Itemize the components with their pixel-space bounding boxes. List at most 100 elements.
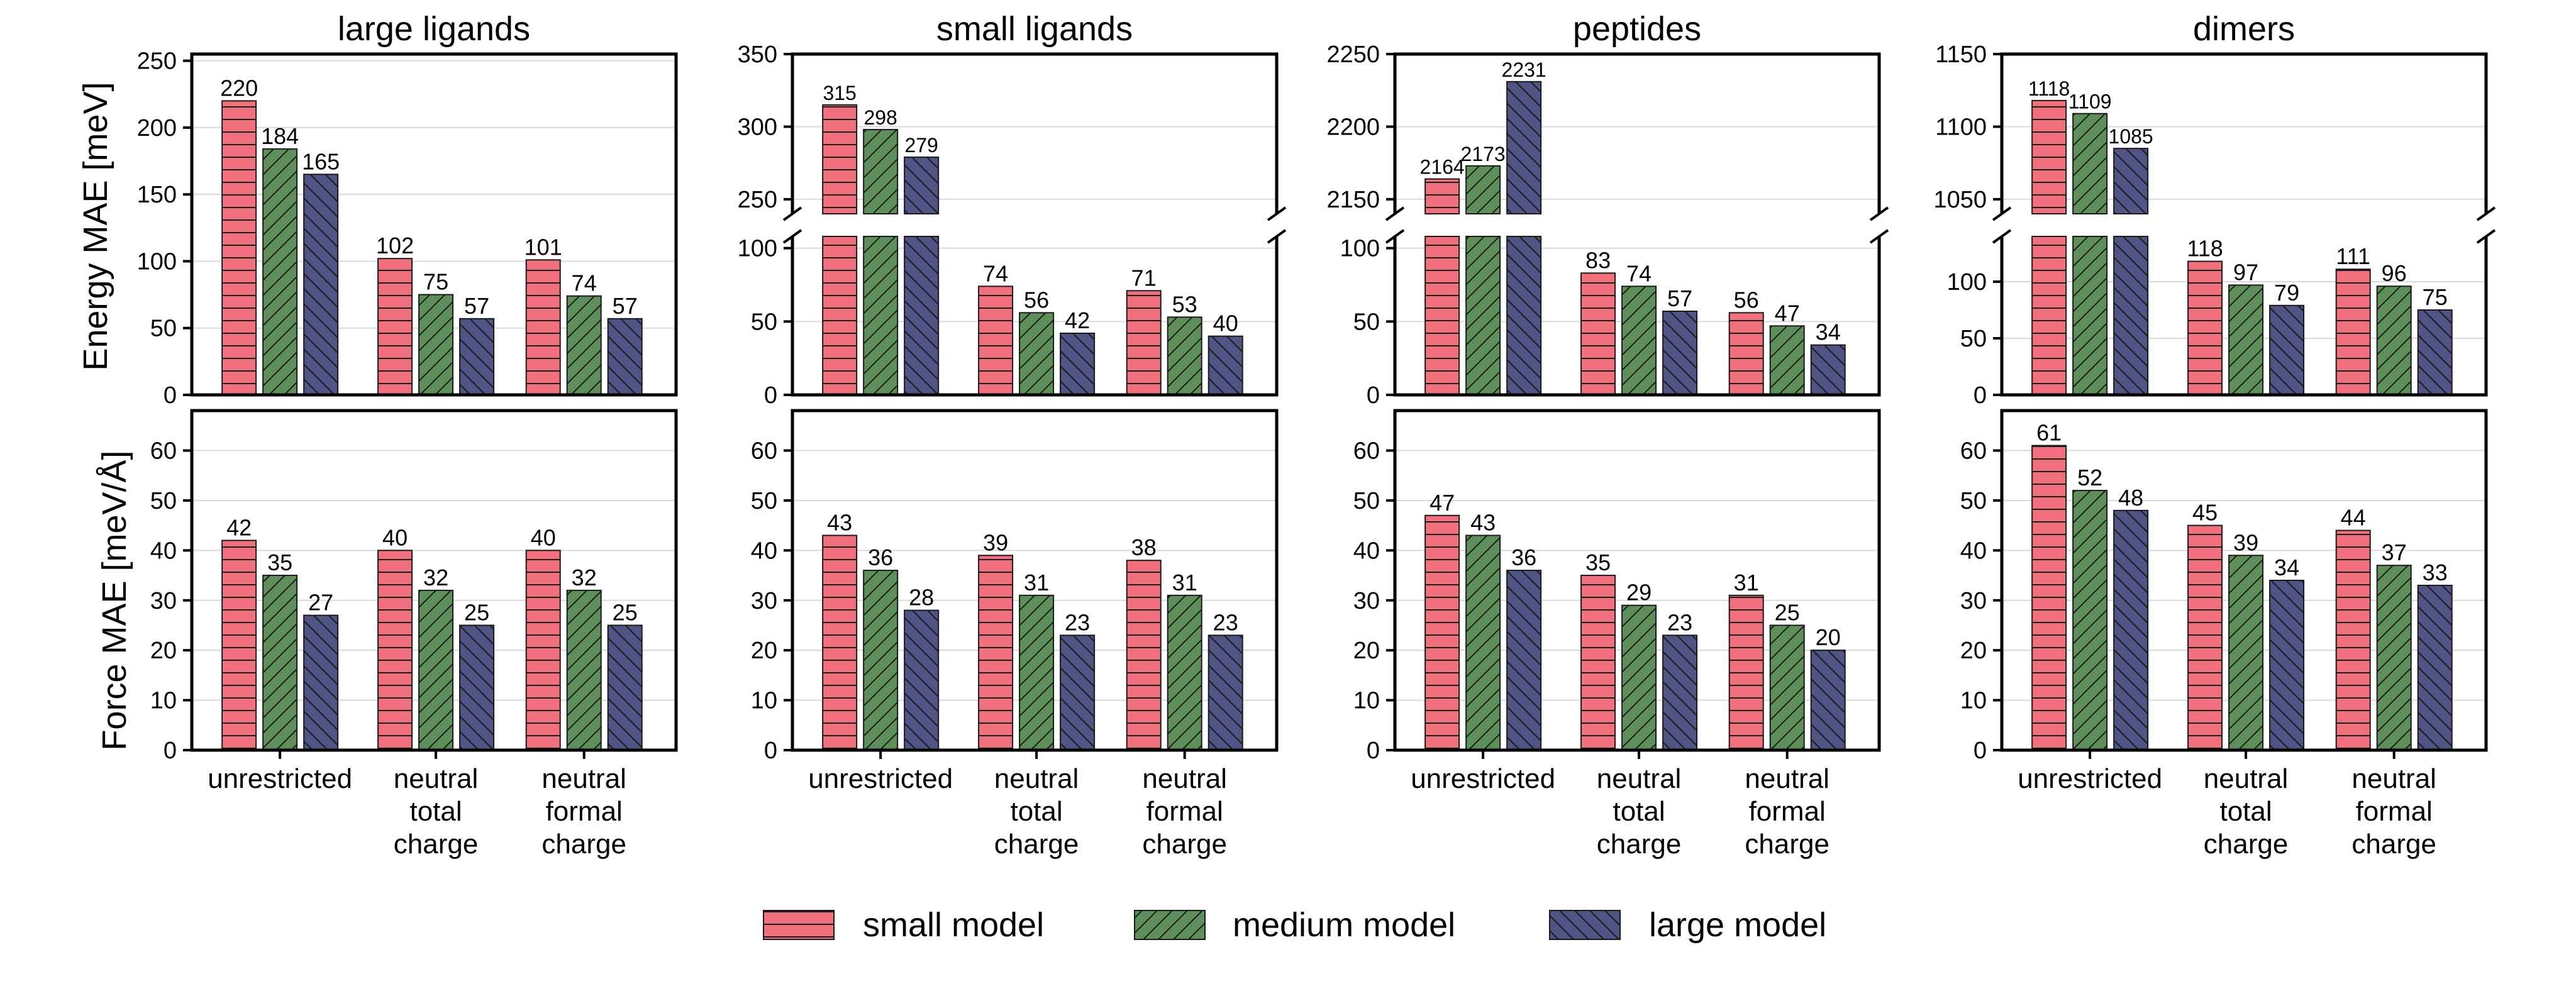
energy-lower-tick-label: 100 xyxy=(738,236,777,262)
force-tick-label: 30 xyxy=(150,588,177,614)
force-tick-label: 60 xyxy=(1960,438,1987,465)
energy-upper-tick-label: 2200 xyxy=(1326,114,1380,140)
legend-swatch-large xyxy=(1549,910,1621,940)
x-category-label: formal xyxy=(1749,796,1826,827)
energy-lower-bar-medium xyxy=(863,236,899,396)
force-tick-label: 60 xyxy=(751,438,777,465)
energy-y-axis-label: Energy MAE [meV] xyxy=(77,82,114,370)
force-tick-label: 10 xyxy=(751,688,777,714)
energy-lower-value-label: 97 xyxy=(2233,259,2258,285)
energy-lower-bar-medium xyxy=(2228,284,2264,396)
energy-lower-bar-medium xyxy=(2376,285,2412,396)
x-category-label: charge xyxy=(1745,829,1829,860)
energy-lower-bar-medium xyxy=(2072,236,2108,396)
force-bar-medium xyxy=(2072,490,2108,751)
energy-lower-bar-medium xyxy=(1769,325,1805,396)
energy-upper-bar-medium xyxy=(863,129,899,214)
energy-value-label: 75 xyxy=(423,269,448,295)
force-bar-large xyxy=(459,624,495,751)
force-subplot: 0 10 20 30 40 50 60 47 35 31 43 29 25 36 23 20 unrestric… xyxy=(1353,409,1881,860)
force-tick-label: 10 xyxy=(150,688,177,714)
force-value-label: 39 xyxy=(2233,529,2258,555)
energy-lower-frame xyxy=(791,236,1279,397)
axis-break-mark xyxy=(782,229,802,244)
force-axes-frame xyxy=(1393,409,1881,752)
energy-upper-tick-label: 2150 xyxy=(1326,187,1380,213)
axis-break-mark xyxy=(782,206,802,221)
axis-break-mark xyxy=(2476,229,2496,244)
energy-value-label: 101 xyxy=(525,234,562,260)
energy-tick-label: 200 xyxy=(137,115,177,141)
energy-upper-tick-label: 250 xyxy=(738,187,777,213)
energy-upper-tick-label: 350 xyxy=(738,42,777,68)
energy-lower-bar-large xyxy=(904,236,940,396)
force-value-label: 25 xyxy=(613,599,638,625)
energy-upper-tick-label: 2250 xyxy=(1326,42,1380,68)
axis-break-mark xyxy=(1267,229,1287,244)
energy-value-label: 74 xyxy=(572,270,597,296)
force-bar-small xyxy=(822,534,858,751)
force-value-label: 35 xyxy=(267,550,292,575)
axis-break-mark xyxy=(1992,206,2012,221)
force-value-label: 40 xyxy=(382,524,408,550)
energy-tick-label: 100 xyxy=(137,248,177,275)
energy-lower-value-label: 96 xyxy=(2382,260,2407,286)
force-tick-label: 40 xyxy=(1353,538,1380,564)
x-category-label: unrestricted xyxy=(1411,763,1555,794)
x-category-label: neutral xyxy=(2351,763,2436,794)
force-bar-small xyxy=(1728,594,1764,751)
energy-bar-large xyxy=(459,318,495,396)
force-bar-large xyxy=(2417,584,2453,751)
force-axes-frame xyxy=(2000,409,2488,752)
x-category-label: charge xyxy=(1142,829,1227,860)
force-value-label: 27 xyxy=(308,590,333,616)
energy-upper-bar-medium xyxy=(2072,113,2108,214)
force-tick-label: 20 xyxy=(1353,638,1380,664)
energy-subplot: 0 50 100 150 200 250 220 102 101 184 75 74 165 57 57 xyxy=(137,48,678,409)
force-bar-medium xyxy=(1769,624,1805,751)
x-category-label: formal xyxy=(1146,796,1223,827)
energy-upper-frame xyxy=(1393,52,1881,214)
force-tick-label: 40 xyxy=(150,538,177,564)
force-tick-label: 60 xyxy=(1353,438,1380,465)
energy-lower-value-label: 75 xyxy=(2423,284,2448,310)
energy-bar-medium xyxy=(566,295,602,396)
force-tick-label: 0 xyxy=(1974,738,1987,764)
x-category-label: charge xyxy=(394,829,479,860)
axis-break-mark xyxy=(2476,206,2496,221)
legend-label-large: large model xyxy=(1649,906,1826,944)
force-tick-label: 0 xyxy=(764,738,777,764)
force-tick-label: 20 xyxy=(1960,638,1987,664)
force-tick-label: 20 xyxy=(150,638,177,664)
force-axes-frame xyxy=(190,409,678,752)
energy-lower-tick-label: 100 xyxy=(1947,269,1987,296)
force-value-label: 43 xyxy=(827,510,852,536)
energy-lower-value-label: 74 xyxy=(1626,260,1652,286)
force-value-label: 36 xyxy=(1511,545,1536,570)
legend-item-large: large model xyxy=(1549,906,1826,944)
force-tick-label: 10 xyxy=(1960,688,1987,714)
force-bar-large xyxy=(904,609,940,751)
energy-upper-bar-small xyxy=(1424,178,1460,214)
force-bar-small xyxy=(1424,514,1460,751)
force-bar-small xyxy=(2187,524,2223,751)
force-value-label: 23 xyxy=(1213,609,1238,635)
energy-lower-bar-large xyxy=(1506,236,1542,396)
x-category-label: charge xyxy=(541,829,626,860)
force-bar-medium xyxy=(1621,604,1657,751)
panel-peptides: peptides21502200225005010021642173223183… xyxy=(1326,10,1889,860)
energy-axes-frame xyxy=(190,52,678,397)
legend-swatch-medium xyxy=(1134,910,1206,940)
force-bar-medium xyxy=(566,589,602,751)
energy-upper-bar-large xyxy=(2113,148,2149,214)
force-bar-small xyxy=(2031,445,2067,751)
force-value-label: 61 xyxy=(2036,420,2062,446)
energy-upper-value-label: 1085 xyxy=(2109,125,2153,148)
energy-upper-tick-label: 300 xyxy=(738,114,777,140)
x-category-label: neutral xyxy=(1745,763,1829,794)
energy-lower-bar-large xyxy=(1208,335,1243,396)
energy-bar-small xyxy=(377,258,413,396)
force-value-label: 47 xyxy=(1430,490,1455,516)
